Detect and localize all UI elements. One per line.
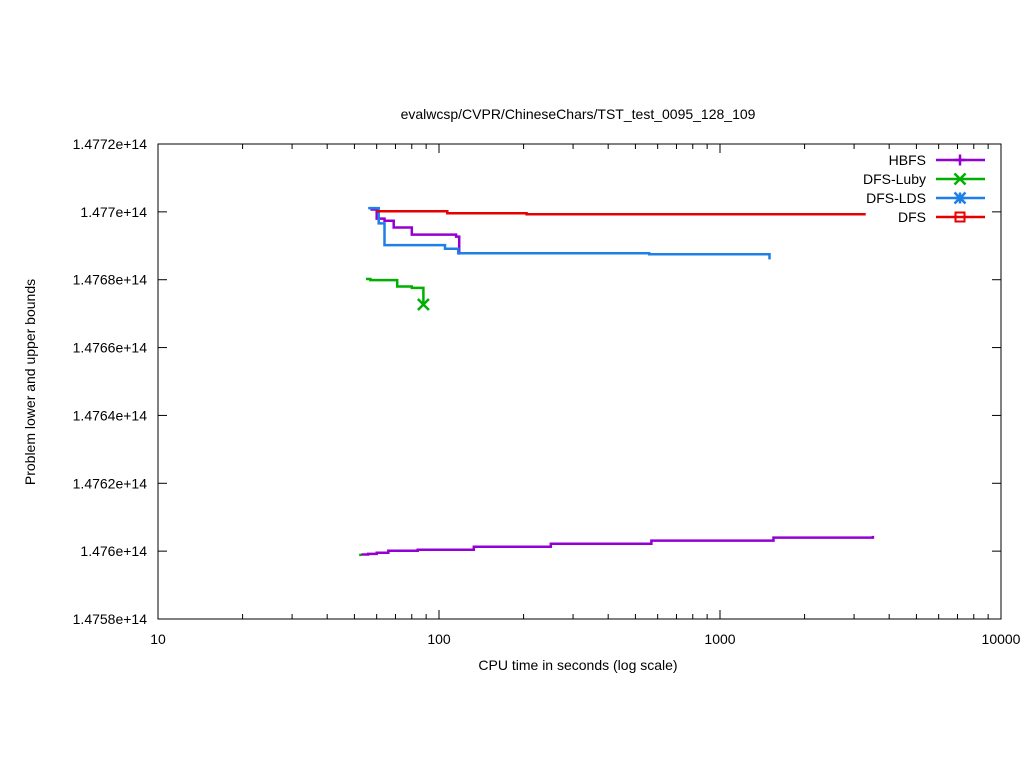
- y-tick-label: 1.476e+14: [80, 543, 147, 559]
- series-line-dfs-lds: [368, 206, 771, 260]
- series-line-dfs: [376, 209, 866, 216]
- series-line-hbfs: [361, 535, 875, 556]
- legend-label-dfs: DFS: [898, 209, 926, 225]
- legend-marker-dfs: [954, 211, 966, 223]
- series-line-hbfs: [370, 208, 461, 255]
- legend-label-dfs-luby: DFS-Luby: [863, 171, 926, 187]
- x-axis-label: CPU time in seconds (log scale): [478, 657, 677, 673]
- y-tick-label: 1.477e+14: [80, 204, 147, 220]
- legend-marker-dfs-luby: [953, 172, 967, 186]
- legend-marker-hbfs: [954, 154, 966, 166]
- x-tick-label: 10000: [982, 631, 1021, 647]
- chart-title: evalwcsp/CVPR/ChineseChars/TST_test_0095…: [401, 106, 756, 122]
- y-axis-label: Problem lower and upper bounds: [22, 279, 38, 485]
- legend: HBFS DFS-Luby DFS-LDS DFS: [863, 152, 985, 225]
- y-tick-label: 1.4758e+14: [73, 611, 148, 627]
- series-marker-dfs-luby: [417, 298, 430, 311]
- plot-frame: [157, 143, 1002, 620]
- y-tick-label: 1.4764e+14: [73, 407, 148, 423]
- y-tick-label: 1.4772e+14: [73, 136, 148, 152]
- legend-marker-dfs-lds: [953, 191, 967, 205]
- legend-label-hbfs: HBFS: [889, 152, 926, 168]
- series-line-dfs-luby: [366, 277, 425, 305]
- x-tick-label: 1000: [704, 631, 735, 647]
- y-tick-label: 1.4768e+14: [73, 272, 148, 288]
- x-tick-label: 100: [427, 631, 451, 647]
- legend-label-dfs-lds: DFS-LDS: [866, 190, 926, 206]
- x-tick-label: 10: [150, 631, 166, 647]
- axes: 10 100 1000 10000 1.4758e+14 1.476e+14 1.4762e…: [73, 136, 1021, 647]
- series-lines: [359, 206, 875, 557]
- y-tick-label: 1.4766e+14: [73, 340, 148, 356]
- y-tick-label: 1.4762e+14: [73, 475, 148, 491]
